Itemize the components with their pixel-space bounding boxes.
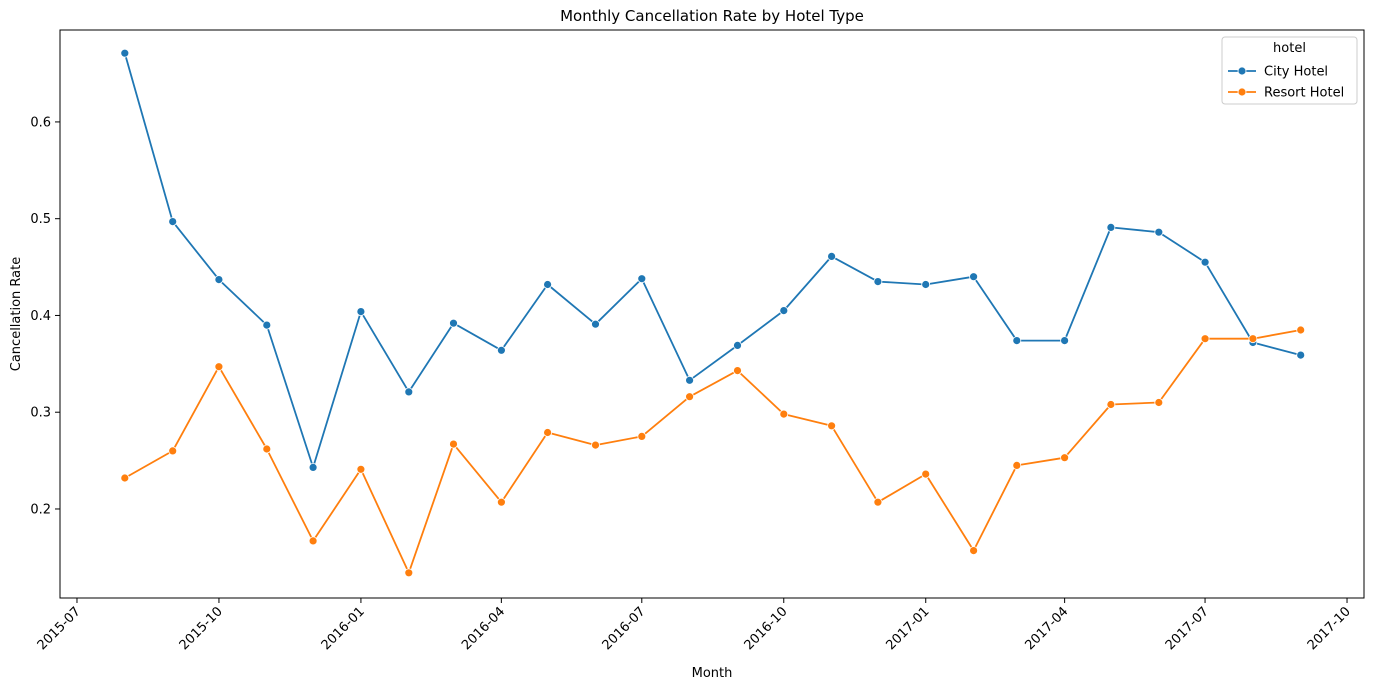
- x-tick-label: 2016-10: [742, 604, 791, 653]
- data-point: [496, 497, 506, 507]
- data-point: [827, 421, 836, 431]
- data-point: [1200, 257, 1210, 267]
- data-point: [449, 439, 458, 449]
- data-point: [496, 345, 506, 355]
- data-point: [168, 446, 178, 456]
- data-point: [449, 318, 458, 328]
- data-point: [1296, 325, 1306, 335]
- data-point: [969, 546, 978, 555]
- data-point: [120, 48, 130, 58]
- data-point: [969, 272, 978, 282]
- data-point: [1012, 460, 1022, 470]
- data-point: [591, 319, 600, 329]
- data-point: [921, 469, 931, 479]
- x-tick-label: 2017-07: [1163, 604, 1212, 653]
- series-resort-hotel: [120, 325, 1306, 578]
- data-point: [308, 536, 318, 546]
- x-tick-label: 2016-07: [600, 604, 649, 653]
- data-point: [214, 362, 224, 372]
- data-point: [1154, 227, 1164, 237]
- data-point: [168, 217, 178, 227]
- x-tick-label: 2016-01: [319, 604, 368, 653]
- y-axis-title: Cancellation Rate: [9, 257, 24, 371]
- data-point: [1248, 334, 1258, 344]
- x-tick-label: 2017-10: [1305, 604, 1354, 653]
- plot-frame: [59, 29, 1365, 599]
- x-tick-label: 2017-04: [1022, 604, 1071, 653]
- chart-title: Monthly Cancellation Rate by Hotel Type: [560, 7, 864, 25]
- data-point: [779, 306, 789, 316]
- data-point: [685, 375, 694, 385]
- data-point: [1154, 398, 1164, 407]
- data-point: [308, 462, 318, 472]
- legend-swatch-marker: [1237, 87, 1247, 97]
- y-tick-label: 0.2: [30, 502, 51, 517]
- data-point: [543, 280, 552, 289]
- legend-swatch-marker: [1237, 66, 1247, 76]
- legend-item: City Hotel: [1228, 65, 1328, 80]
- series-line: [124, 329, 1301, 574]
- data-point: [637, 274, 647, 284]
- x-tick-label: 2016-04: [459, 604, 508, 653]
- x-tick-label: 2015-10: [177, 604, 226, 653]
- data-point: [120, 473, 130, 483]
- data-point: [685, 392, 694, 402]
- data-point: [1012, 336, 1022, 346]
- data-point: [262, 444, 272, 454]
- legend-label: Resort Hotel: [1264, 86, 1344, 101]
- data-point: [214, 275, 224, 285]
- series-line: [123, 52, 1301, 469]
- series-city-hotel: [120, 48, 1306, 472]
- y-tick-label: 0.5: [30, 212, 51, 227]
- data-point: [356, 307, 366, 317]
- data-point: [779, 409, 789, 419]
- data-point: [827, 251, 836, 261]
- data-point: [1200, 334, 1210, 344]
- y-axis: 0.2 0.3 0.4 0.5 0.6: [30, 115, 60, 517]
- x-tick-label: 2017-01: [884, 604, 933, 653]
- legend-title: hotel: [1273, 41, 1306, 56]
- legend-label: City Hotel: [1264, 65, 1328, 80]
- y-tick-label: 0.6: [30, 115, 51, 130]
- legend-item: Resort Hotel: [1228, 86, 1344, 101]
- data-point: [1106, 400, 1116, 409]
- data-point: [404, 387, 414, 397]
- data-point: [733, 340, 742, 350]
- y-tick-label: 0.3: [30, 406, 51, 421]
- x-axis-title: Month: [692, 666, 733, 681]
- plot-area: 0.20.30.40.50.6 2015-07 2015-10 2016-01 201…: [30, 29, 1365, 653]
- data-point: [873, 277, 883, 287]
- data-point: [262, 320, 272, 330]
- data-point: [356, 464, 366, 474]
- data-point: [591, 440, 600, 450]
- x-axis: 2015-07 2015-10 2016-01 2016-04 2016-07 2016-…: [35, 598, 1354, 653]
- legend-box: [1221, 36, 1358, 105]
- legend: hotel City Hotel Resort Hotel: [1221, 36, 1358, 105]
- series-layer: [120, 48, 1306, 578]
- data-point: [1060, 336, 1069, 346]
- data-point: [637, 431, 647, 441]
- y-tick-label: 0.4: [30, 309, 51, 324]
- data-point: [873, 497, 883, 507]
- data-point: [1060, 453, 1069, 463]
- data-point: [733, 366, 742, 376]
- data-point: [1106, 222, 1116, 232]
- data-point: [1296, 350, 1306, 360]
- data-point: [543, 428, 552, 437]
- data-point: [404, 568, 414, 578]
- data-point: [921, 280, 931, 289]
- x-tick-label: 2015-07: [35, 604, 84, 653]
